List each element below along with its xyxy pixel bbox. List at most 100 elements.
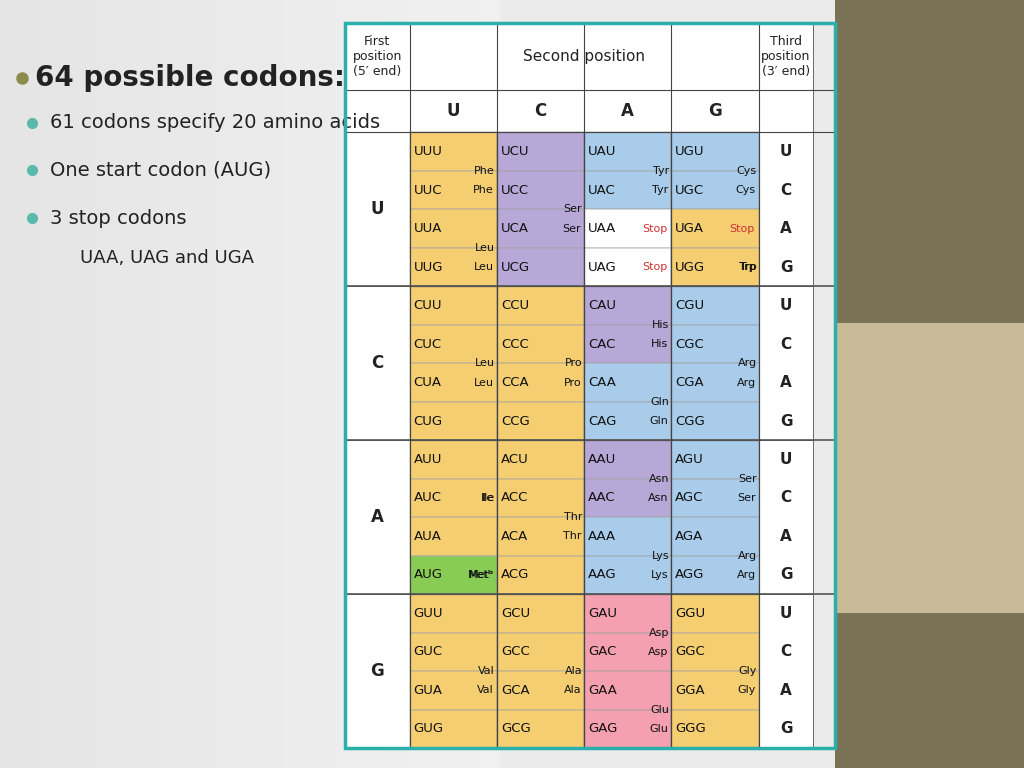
- Text: AUA: AUA: [414, 530, 441, 543]
- Text: Stop: Stop: [729, 223, 755, 233]
- Bar: [584, 210, 672, 248]
- Text: UUC: UUC: [414, 184, 442, 197]
- Text: C: C: [372, 354, 383, 372]
- Bar: [410, 91, 497, 132]
- Text: C: C: [780, 491, 792, 505]
- Bar: [584, 710, 672, 748]
- Text: Val: Val: [478, 666, 495, 676]
- Bar: [497, 132, 584, 286]
- Text: AGG: AGG: [676, 568, 705, 581]
- Bar: [584, 286, 672, 440]
- Text: Stop: Stop: [642, 262, 668, 272]
- Bar: [410, 286, 497, 325]
- Text: UAU: UAU: [588, 145, 616, 158]
- Bar: [410, 671, 497, 710]
- Bar: [497, 633, 584, 671]
- Text: Metᵇ: Metᵇ: [469, 570, 495, 580]
- Text: Cys: Cys: [736, 166, 757, 176]
- Text: GGC: GGC: [676, 645, 706, 658]
- Bar: [497, 517, 584, 556]
- Bar: [835, 323, 1024, 613]
- Text: C: C: [780, 183, 792, 197]
- Text: A: A: [622, 102, 634, 121]
- Text: CGU: CGU: [676, 299, 705, 312]
- Bar: [345, 594, 410, 748]
- Bar: [672, 594, 759, 748]
- Text: G: G: [779, 721, 793, 737]
- Bar: [672, 478, 759, 517]
- Text: Leu: Leu: [474, 378, 494, 388]
- Bar: [497, 286, 584, 440]
- Text: GAC: GAC: [588, 645, 616, 658]
- Text: Ser: Ser: [563, 204, 582, 214]
- Text: UUU: UUU: [414, 145, 442, 158]
- Text: ACG: ACG: [501, 568, 529, 581]
- Text: Pro: Pro: [564, 359, 582, 369]
- Bar: [584, 402, 672, 440]
- Text: AUG: AUG: [414, 568, 442, 581]
- Bar: [497, 594, 584, 748]
- Text: U: U: [371, 200, 384, 218]
- Bar: [410, 132, 497, 171]
- Bar: [410, 633, 497, 671]
- Text: Trp: Trp: [739, 262, 757, 272]
- Text: CCU: CCU: [501, 299, 529, 312]
- Text: CCG: CCG: [501, 415, 529, 428]
- Text: GUG: GUG: [414, 722, 443, 735]
- Text: CCA: CCA: [501, 376, 528, 389]
- Text: Arg: Arg: [737, 359, 757, 369]
- Bar: [672, 594, 759, 633]
- Bar: [759, 132, 813, 286]
- Text: GCU: GCU: [501, 607, 530, 620]
- Bar: [672, 363, 759, 402]
- Text: First
position
(5′ end): First position (5′ end): [352, 35, 402, 78]
- Text: Ala: Ala: [563, 685, 582, 695]
- Text: UGA: UGA: [676, 222, 705, 235]
- Text: Ile: Ile: [481, 493, 495, 503]
- Text: Gln: Gln: [649, 416, 669, 426]
- Bar: [672, 556, 759, 594]
- Text: Third
position
(3′ end): Third position (3′ end): [761, 35, 811, 78]
- Bar: [410, 440, 497, 594]
- Bar: [345, 23, 410, 91]
- Bar: [584, 286, 672, 325]
- Bar: [584, 594, 672, 748]
- Bar: [410, 132, 497, 286]
- Bar: [672, 286, 759, 440]
- Bar: [497, 594, 584, 633]
- Bar: [410, 171, 497, 210]
- Text: UCC: UCC: [501, 184, 529, 197]
- Text: Tyr: Tyr: [652, 185, 669, 195]
- Bar: [497, 132, 584, 171]
- Text: Tyr: Tyr: [653, 166, 670, 176]
- Text: GCG: GCG: [501, 722, 530, 735]
- Bar: [672, 325, 759, 363]
- Text: AAU: AAU: [588, 453, 616, 466]
- Bar: [410, 517, 497, 556]
- Bar: [672, 132, 759, 171]
- Bar: [672, 402, 759, 440]
- Text: G: G: [708, 102, 722, 121]
- Text: Asp: Asp: [648, 647, 669, 657]
- Text: U: U: [780, 144, 793, 159]
- Bar: [584, 556, 672, 594]
- Bar: [497, 363, 584, 402]
- Bar: [345, 286, 410, 440]
- Text: AGC: AGC: [676, 492, 703, 505]
- Text: Gly: Gly: [738, 666, 757, 676]
- Text: Asn: Asn: [649, 474, 670, 484]
- Text: Trp: Trp: [738, 262, 756, 272]
- Bar: [410, 556, 497, 594]
- Text: CGC: CGC: [676, 338, 705, 350]
- Text: Val: Val: [477, 685, 494, 695]
- Bar: [410, 210, 497, 248]
- Bar: [410, 478, 497, 517]
- Text: UGG: UGG: [676, 260, 706, 273]
- Bar: [410, 248, 497, 286]
- Bar: [584, 671, 672, 710]
- Text: ACU: ACU: [501, 453, 528, 466]
- Bar: [759, 23, 813, 91]
- Text: Phe: Phe: [474, 166, 495, 176]
- Text: Ser: Ser: [562, 223, 582, 233]
- Text: Ser: Ser: [737, 493, 756, 503]
